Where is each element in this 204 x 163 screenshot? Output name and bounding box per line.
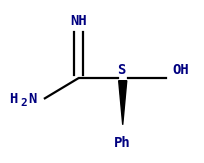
Text: 2: 2 bbox=[20, 98, 27, 108]
Text: N: N bbox=[29, 92, 37, 106]
Polygon shape bbox=[118, 81, 126, 125]
Text: OH: OH bbox=[171, 63, 188, 77]
Text: Ph: Ph bbox=[114, 136, 130, 150]
Text: S: S bbox=[117, 63, 125, 77]
Text: H: H bbox=[9, 92, 18, 106]
Text: NH: NH bbox=[70, 14, 86, 28]
